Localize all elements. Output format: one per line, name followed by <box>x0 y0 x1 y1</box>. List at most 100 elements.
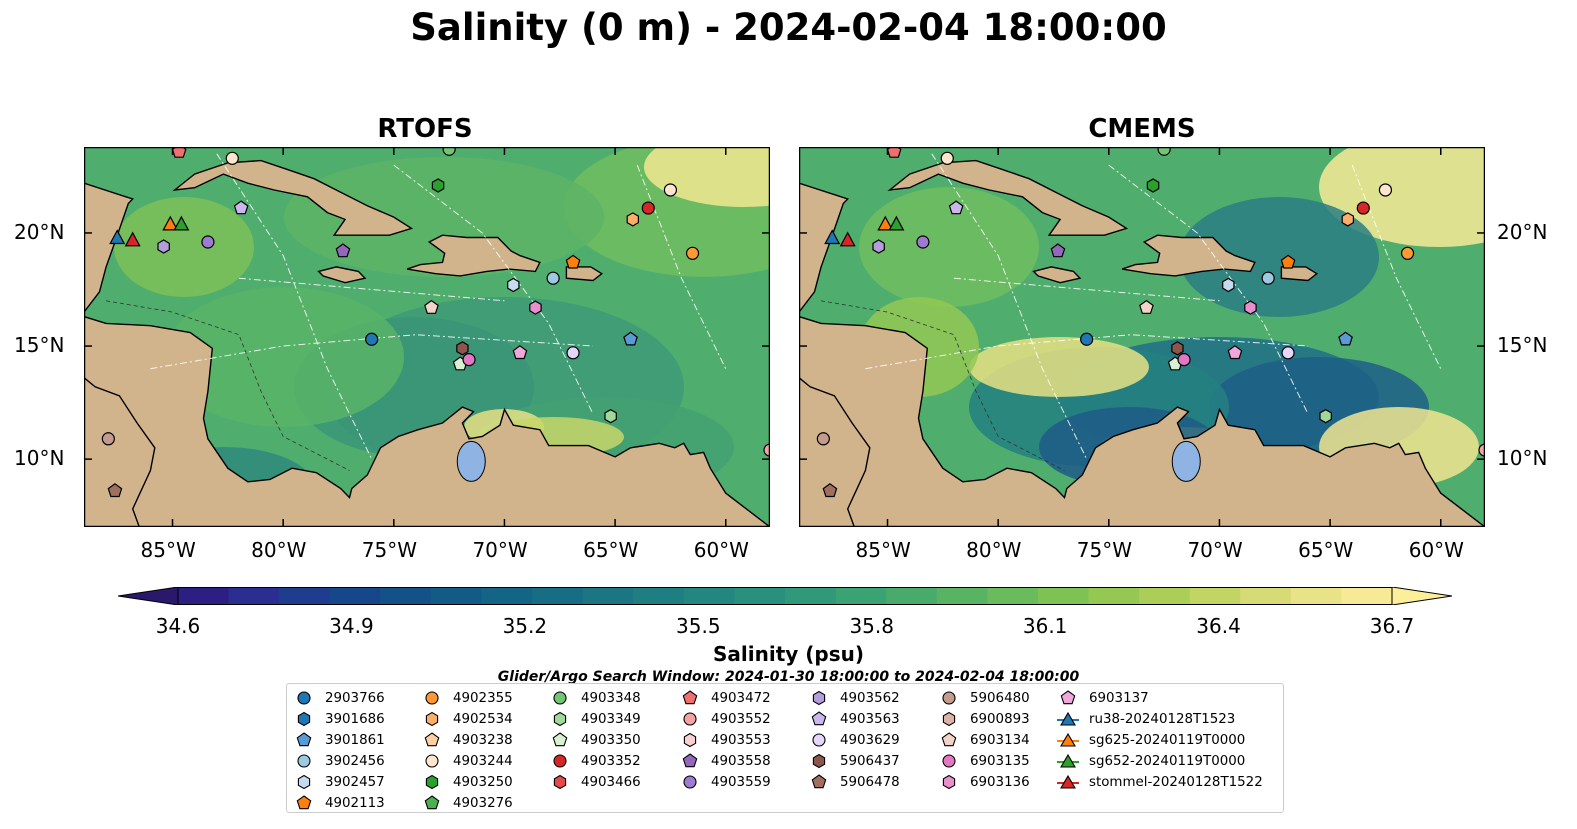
platform-marker[interactable] <box>641 201 655 215</box>
legend-marker-icon <box>553 711 567 727</box>
colorbar-tick-label: 35.5 <box>676 614 721 638</box>
land-puerto-rico <box>565 266 604 282</box>
platform-marker[interactable] <box>886 147 902 158</box>
platform-marker[interactable] <box>872 239 885 254</box>
platform-marker[interactable] <box>816 432 830 446</box>
search-window-text: Glider/Argo Search Window: 2024-01-30 18… <box>497 669 1080 685</box>
platform-marker[interactable] <box>604 409 617 424</box>
colorbar-tick-label: 35.2 <box>502 614 548 638</box>
platform-marker[interactable] <box>1244 300 1257 315</box>
legend-label: 6903136 <box>970 775 1030 790</box>
legend-marker-icon <box>812 690 826 706</box>
platform-marker[interactable] <box>623 331 638 346</box>
cmems-map[interactable] <box>799 147 1485 527</box>
land-jamaica <box>317 266 367 284</box>
platform-marker[interactable] <box>1378 183 1393 197</box>
legend-label: 4903559 <box>711 775 771 790</box>
platform-marker[interactable] <box>173 215 190 231</box>
platform-marker[interactable] <box>107 483 123 498</box>
platform-marker[interactable] <box>124 231 141 247</box>
land-cuba <box>887 159 1129 236</box>
lat-tick-label: 15°N <box>14 333 65 358</box>
platform-marker[interactable] <box>839 231 856 247</box>
platform-marker[interactable] <box>162 215 179 231</box>
platform-marker[interactable] <box>529 300 542 315</box>
land-jamaica <box>1032 266 1082 284</box>
platform-marker[interactable] <box>1261 271 1275 285</box>
legend-label: 4903553 <box>711 733 771 748</box>
lon-tick-label: 80°W <box>251 538 307 562</box>
platform-marker[interactable] <box>109 229 126 245</box>
legend-marker-icon <box>682 690 698 705</box>
legend-marker-icon <box>1057 753 1079 768</box>
platform-marker[interactable] <box>157 239 170 254</box>
platform-marker[interactable] <box>1080 332 1094 346</box>
legend-label: 4903352 <box>581 754 641 769</box>
platform-marker[interactable] <box>940 151 954 165</box>
platform-marker[interactable] <box>822 483 838 498</box>
platform-marker[interactable] <box>1177 353 1191 367</box>
platform-marker[interactable] <box>1171 341 1184 356</box>
platform-marker[interactable] <box>1281 346 1295 360</box>
legend-marker-icon <box>1057 711 1079 726</box>
platform-marker[interactable] <box>1157 147 1171 156</box>
platform-marker[interactable] <box>566 346 580 360</box>
platform-marker[interactable] <box>1050 243 1066 258</box>
legend-label: 4902534 <box>453 712 513 727</box>
platform-marker[interactable] <box>335 243 351 258</box>
lon-tick-label: 85°W <box>855 538 911 562</box>
platform-marker[interactable] <box>888 215 905 231</box>
salinity-field <box>84 147 770 527</box>
platform-marker[interactable] <box>1222 277 1235 293</box>
legend-label: 4902113 <box>325 796 385 811</box>
colorbar-tick-label: 36.4 <box>1196 614 1241 638</box>
platform-marker[interactable] <box>565 254 581 269</box>
legend-label: 4903552 <box>711 712 771 727</box>
legend-marker-icon <box>812 733 826 747</box>
platform-marker[interactable] <box>507 277 520 293</box>
legend-marker-icon <box>941 732 957 747</box>
legend-label: sg652-20240119T0000 <box>1089 754 1246 769</box>
platform-marker[interactable] <box>456 341 469 356</box>
platform-marker[interactable] <box>462 353 476 367</box>
lat-tick-label: 20°N <box>14 219 65 244</box>
platform-marker[interactable] <box>916 235 930 249</box>
platform-marker[interactable] <box>685 246 700 260</box>
platform-marker[interactable] <box>233 200 249 215</box>
platform-marker[interactable] <box>442 147 456 156</box>
lon-tick-label: 75°W <box>361 538 418 562</box>
platform-marker[interactable] <box>663 183 678 197</box>
platform-marker[interactable] <box>948 200 964 215</box>
colorbar-tick-label: 34.6 <box>155 614 201 638</box>
legend-marker-icon <box>424 795 440 810</box>
platform-marker[interactable] <box>546 271 560 285</box>
platform-marker[interactable] <box>1356 201 1370 215</box>
platform-marker[interactable] <box>101 432 115 446</box>
platform-marker[interactable] <box>1478 443 1485 457</box>
platform-marker[interactable] <box>1280 254 1296 269</box>
platform-marker[interactable] <box>1227 345 1243 360</box>
platform-marker[interactable] <box>171 147 187 158</box>
platform-marker[interactable] <box>1341 212 1355 227</box>
legend-label: 4903276 <box>453 796 513 811</box>
platform-marker[interactable] <box>431 178 445 193</box>
platform-marker[interactable] <box>1146 178 1160 193</box>
legend-marker-icon <box>683 712 697 726</box>
legend-marker-icon <box>424 732 440 747</box>
platform-marker[interactable] <box>201 235 215 249</box>
legend-marker-icon <box>425 774 439 790</box>
platform-marker[interactable] <box>877 215 894 231</box>
land-central-america-south <box>84 315 770 527</box>
rtofs-map[interactable] <box>84 147 770 527</box>
platform-marker[interactable] <box>1400 246 1415 260</box>
platform-marker[interactable] <box>1139 299 1154 314</box>
platform-marker[interactable] <box>512 345 528 360</box>
platform-marker[interactable] <box>1319 409 1332 424</box>
platform-marker[interactable] <box>824 229 841 245</box>
platform-marker[interactable] <box>365 332 379 346</box>
platform-marker[interactable] <box>1338 331 1353 346</box>
platform-marker[interactable] <box>225 151 239 165</box>
platform-marker[interactable] <box>626 212 640 227</box>
platform-marker[interactable] <box>763 443 770 457</box>
platform-marker[interactable] <box>424 299 439 314</box>
